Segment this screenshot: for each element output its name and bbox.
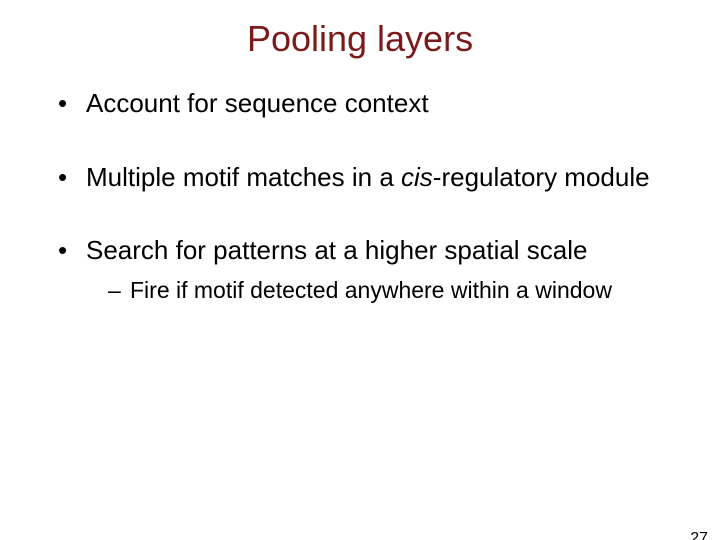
bullet-item: Search for patterns at a higher spatial … bbox=[58, 235, 680, 304]
slide: Pooling layers Account for sequence cont… bbox=[0, 18, 720, 540]
sub-bullet-text: Fire if motif detected anywhere within a… bbox=[130, 277, 612, 303]
bullet-item: Multiple motif matches in a cis-regulato… bbox=[58, 162, 680, 194]
bullet-list: Account for sequence context Multiple mo… bbox=[58, 88, 680, 305]
bullet-text: Search for patterns at a higher spatial … bbox=[86, 235, 588, 265]
slide-title: Pooling layers bbox=[0, 18, 720, 60]
bullet-text-post: -regulatory module bbox=[433, 162, 650, 192]
sub-bullet-list: Fire if motif detected anywhere within a… bbox=[108, 277, 680, 305]
page-number: 27 bbox=[690, 530, 708, 540]
sub-bullet-item: Fire if motif detected anywhere within a… bbox=[108, 277, 680, 305]
bullet-text-italic: cis bbox=[401, 162, 433, 192]
slide-body: Account for sequence context Multiple mo… bbox=[0, 88, 720, 305]
bullet-text: Account for sequence context bbox=[86, 88, 429, 118]
bullet-item: Account for sequence context bbox=[58, 88, 680, 120]
bullet-text-pre: Multiple motif matches in a bbox=[86, 162, 401, 192]
